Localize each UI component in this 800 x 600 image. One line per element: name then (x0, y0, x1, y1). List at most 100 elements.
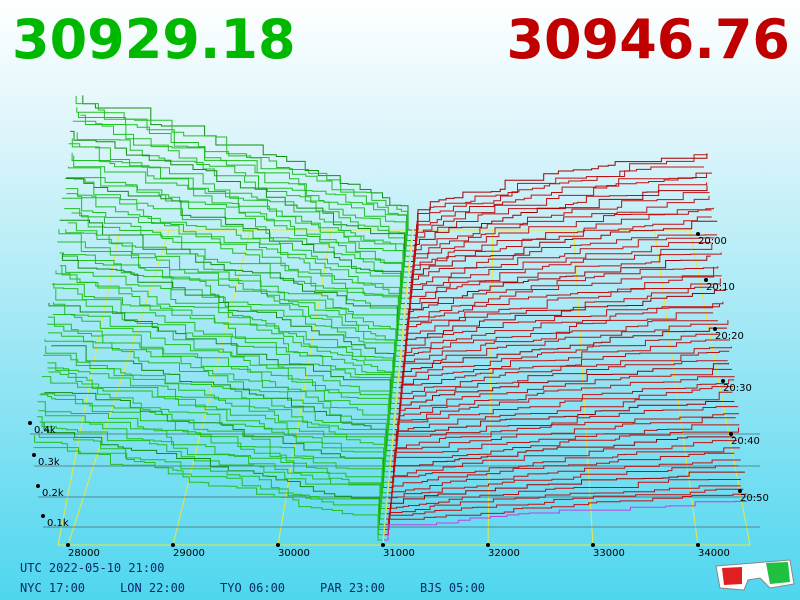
ask-curve (412, 166, 704, 242)
volume-tick-label: 0.3k (38, 457, 60, 468)
ask-curve (402, 278, 721, 347)
price-tick-label: 29000 (173, 548, 205, 559)
ask-curve (403, 275, 722, 341)
ask-curve (413, 154, 708, 236)
tick-dot (486, 543, 490, 547)
glasses-icon (715, 559, 795, 591)
ask-curve (386, 479, 741, 520)
bid-curve (55, 270, 397, 394)
bid-curve (72, 120, 410, 257)
ask-curve (387, 459, 741, 504)
bid-curve (44, 392, 388, 489)
bid-curve (73, 155, 407, 289)
city-clock: TYO 06:00 (220, 581, 285, 595)
ask-curve (389, 436, 735, 483)
bid-curve (40, 393, 387, 494)
tick-dot (28, 421, 32, 425)
ask-curve (396, 360, 728, 415)
price-tick-label: 34000 (698, 548, 730, 559)
ask-curve (406, 242, 712, 310)
tick-dot (704, 278, 708, 282)
bid-curve (61, 253, 398, 378)
tick-dot (721, 379, 725, 383)
ask-curve (385, 488, 744, 531)
ask-curve (384, 493, 747, 536)
city-clock: LON 22:00 (120, 581, 185, 595)
bid-curve (78, 112, 411, 247)
ask-curve (405, 252, 722, 320)
volume-tick-label: 0.4k (34, 425, 56, 436)
axis-labels: 28000 29000 30000 31000 32000 33000 34000 20:00… (28, 232, 769, 559)
tick-dot (41, 514, 45, 518)
bid-curve (44, 339, 392, 446)
utc-clock: UTC 2022-05-10 21:00 (20, 561, 165, 575)
bid-curve (53, 282, 396, 404)
bid-curve (65, 188, 404, 315)
bid-price: 30929.18 (12, 8, 296, 71)
bid-curve (65, 178, 405, 305)
tick-dot (276, 543, 280, 547)
tick-dot (32, 453, 36, 457)
ask-curve (392, 401, 735, 452)
ask-curve (400, 301, 724, 368)
ask-curve (403, 266, 715, 336)
bid-curve (59, 219, 402, 341)
ask-curve (408, 209, 712, 284)
grid-line (172, 229, 251, 546)
ask-curve (410, 185, 708, 263)
tick-dot (738, 489, 742, 493)
bid-curve (71, 138, 408, 273)
bid-curve (52, 314, 394, 425)
bid-curve (47, 367, 389, 473)
bid-curve (41, 376, 388, 483)
bid-curve (43, 422, 384, 525)
tick-dot (729, 432, 733, 436)
city-clock: NYC 17:00 (20, 581, 85, 595)
ask-curve (401, 289, 726, 357)
ask-curve (409, 195, 710, 273)
ask-curve (390, 427, 739, 478)
ask-curve (405, 243, 713, 315)
time-tick-label: 20:10 (706, 282, 735, 293)
bid-curve (62, 255, 399, 373)
ask-curve (408, 216, 712, 289)
grid-line (382, 229, 413, 546)
tick-dot (696, 543, 700, 547)
tick-dot (66, 543, 70, 547)
bid-curve (76, 107, 411, 242)
bid-curve (38, 410, 386, 510)
tick-dot (591, 543, 595, 547)
price-tick-label: 33000 (593, 548, 625, 559)
city-clock: PAR 23:00 (320, 581, 385, 595)
ask-curve (407, 220, 718, 294)
bid-curve (59, 252, 399, 368)
ask-curve (390, 424, 740, 473)
ask-curve (402, 286, 714, 352)
bid-curve (66, 177, 406, 299)
bid-curve (55, 289, 395, 410)
bid-curve (52, 283, 396, 399)
city-clock: BJS 05:00 (420, 581, 485, 595)
bid-curve (67, 166, 406, 294)
ask-curve (393, 386, 734, 441)
bid-curve (59, 265, 398, 383)
tick-dot (36, 484, 40, 488)
bid-curve (58, 229, 400, 357)
ask-curve (407, 234, 718, 299)
bid-curve (80, 114, 410, 252)
bid-curve (39, 394, 387, 499)
bid-curve (67, 222, 401, 347)
price-tick-label: 28000 (68, 548, 100, 559)
ask-curve (395, 363, 729, 420)
ask-curve (388, 447, 741, 494)
ask-curve (397, 339, 730, 399)
ask-curve (393, 391, 733, 446)
bid-curve (68, 143, 408, 278)
bid-curve (71, 152, 407, 284)
ask-curve (414, 153, 708, 231)
bid-curve (39, 421, 385, 515)
ask-curve (396, 350, 730, 410)
bid-curve (76, 132, 409, 263)
ask-curve (399, 320, 729, 383)
